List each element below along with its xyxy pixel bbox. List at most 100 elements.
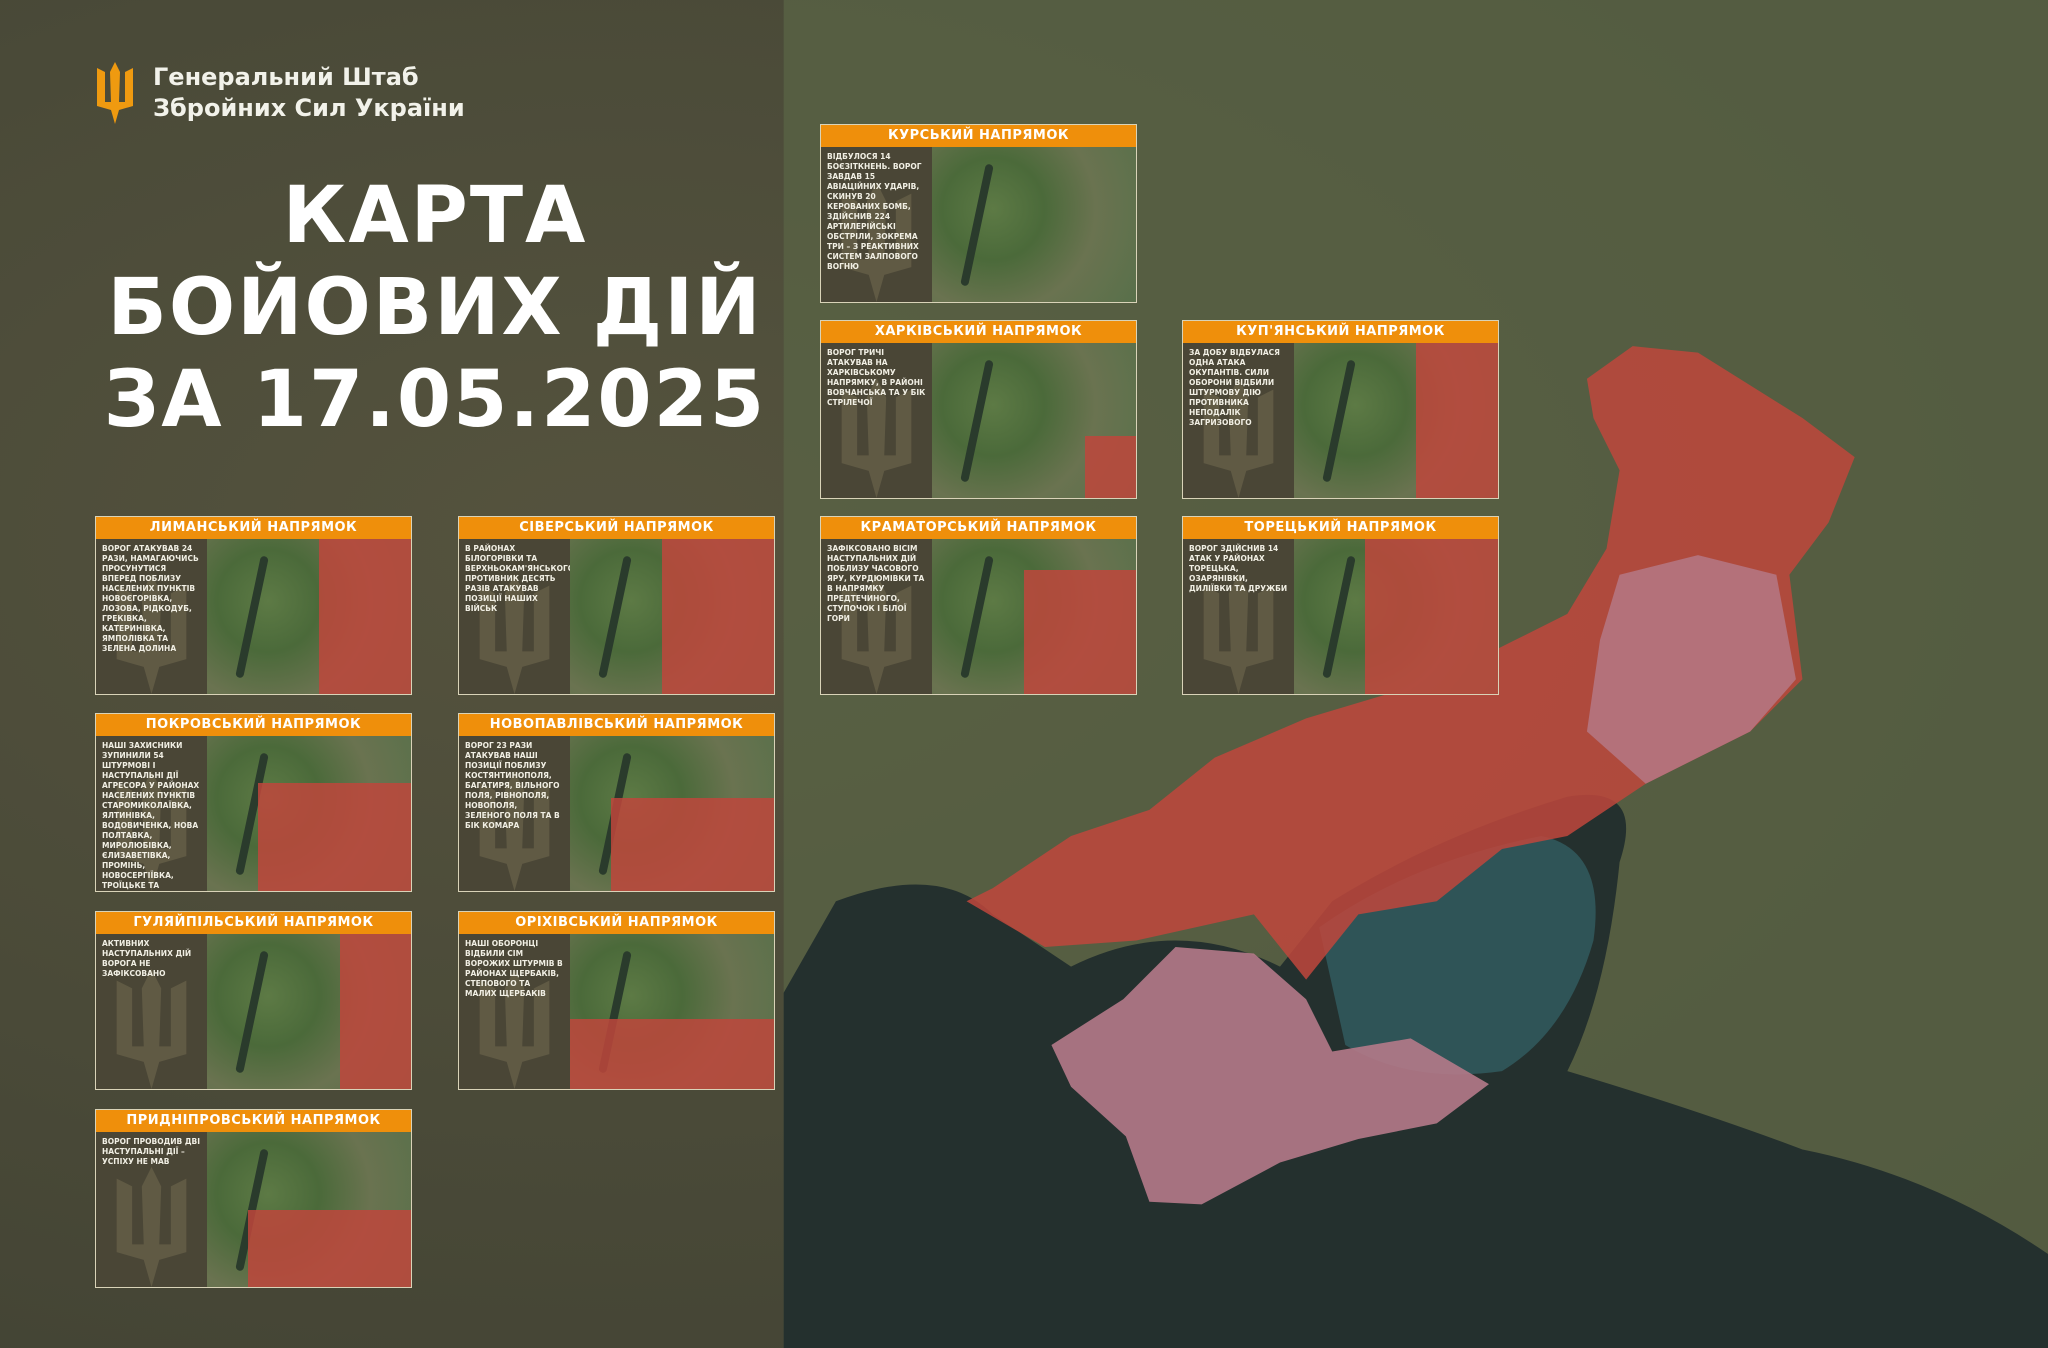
panel-text-column: Відбулося 14 боєзіткнень. Ворог завдав 1… xyxy=(821,147,932,302)
occupied-area xyxy=(319,539,411,694)
panel-text-column: За добу відбулася одна атака окупантів. … xyxy=(1183,343,1294,498)
occupied-pre2022-donbas xyxy=(1586,555,1796,784)
river xyxy=(959,555,994,678)
panel-title: КРАМАТОРСЬКИЙ НАПРЯМОК xyxy=(821,517,1136,539)
river xyxy=(959,359,994,482)
occupied-territory xyxy=(966,346,1855,980)
direction-panel: ТОРЕЦЬКИЙ НАПРЯМОК Ворог здійснив 14 ата… xyxy=(1182,516,1499,695)
occupied-area xyxy=(1023,570,1136,694)
panel-text-column: Ворог атакував 24 рази, намагаючись прос… xyxy=(96,539,207,694)
panel-map xyxy=(932,539,1136,694)
panel-map xyxy=(932,343,1136,498)
panel-summary: Наші оборонці відбили сім ворожих штурмі… xyxy=(465,939,563,998)
river xyxy=(234,555,269,678)
trident-watermark-icon xyxy=(841,574,912,694)
panel-title: ПОКРОВСЬКИЙ НАПРЯМОК xyxy=(96,714,411,736)
occupied-area xyxy=(247,1209,411,1287)
panel-title: ХАРКІВСЬКИЙ НАПРЯМОК xyxy=(821,321,1136,343)
trident-watermark-icon xyxy=(116,574,187,694)
occupied-area xyxy=(661,539,774,694)
trident-watermark-icon xyxy=(479,969,550,1089)
river xyxy=(234,950,269,1073)
panel-summary: Ворог здійснив 14 атак у районах Торецьк… xyxy=(1189,544,1288,593)
panel-text-column: Наші оборонці відбили сім ворожих штурмі… xyxy=(459,934,570,1089)
page-title: КАРТА БОЙОВИХ ДІЙ ЗА 17.05.2025 xyxy=(95,170,775,446)
panel-title: КУП'ЯНСЬКИЙ НАПРЯМОК xyxy=(1183,321,1498,343)
panel-map xyxy=(207,736,411,891)
trident-watermark-icon xyxy=(841,378,912,498)
occupied-area xyxy=(1416,343,1498,498)
river xyxy=(1321,555,1356,678)
title-line3: ЗА 17.05.2025 xyxy=(103,355,767,445)
panel-text-column: Ворог тричі атакував на Харківському нап… xyxy=(821,343,932,498)
panel-summary: Ворог 23 рази атакував наші позиції побл… xyxy=(465,741,560,830)
panel-summary: Наші захисники зупинили 54 штурмові і на… xyxy=(102,741,200,890)
trident-watermark-icon xyxy=(841,182,912,302)
occupied-crimea xyxy=(1051,946,1489,1205)
panel-title: ГУЛЯЙПІЛЬСЬКИЙ НАПРЯМОК xyxy=(96,912,411,934)
panel-summary: За добу відбулася одна атака окупантів. … xyxy=(1189,348,1280,427)
panel-text-column: Наші захисники зупинили 54 штурмові і на… xyxy=(96,736,207,891)
panel-summary: Ворог атакував 24 рази, намагаючись прос… xyxy=(102,544,199,653)
panel-map xyxy=(207,1132,411,1287)
river xyxy=(1321,359,1356,482)
panel-summary: В районах Білогорівки та Верхньокам'янсь… xyxy=(465,544,575,613)
direction-panel: ОРІХІВСЬКИЙ НАПРЯМОК Наші оборонці відби… xyxy=(458,911,775,1090)
direction-panel: ГУЛЯЙПІЛЬСЬКИЙ НАПРЯМОК Активних наступа… xyxy=(95,911,412,1090)
trident-watermark-icon xyxy=(479,574,550,694)
panel-summary: Відбулося 14 боєзіткнень. Ворог завдав 1… xyxy=(827,152,922,271)
direction-panel: ХАРКІВСЬКИЙ НАПРЯМОК Ворог тричі атакува… xyxy=(820,320,1137,499)
panel-summary: Ворог тричі атакував на Харківському нап… xyxy=(827,348,926,407)
panel-map xyxy=(1294,539,1498,694)
river xyxy=(959,163,994,286)
occupied-area xyxy=(339,934,411,1089)
direction-panel: ЛИМАНСЬКИЙ НАПРЯМОК Ворог атакував 24 ра… xyxy=(95,516,412,695)
direction-panel: СІВЕРСЬКИЙ НАПРЯМОК В районах Білогорівк… xyxy=(458,516,775,695)
panel-title: ПРИДНІПРОВСЬКИЙ НАПРЯМОК xyxy=(96,1110,411,1132)
panel-title: ОРІХІВСЬКИЙ НАПРЯМОК xyxy=(459,912,774,934)
panel-title: КУРСЬКИЙ НАПРЯМОК xyxy=(821,125,1136,147)
direction-panel: КРАМАТОРСЬКИЙ НАПРЯМОК Зафіксовано вісім… xyxy=(820,516,1137,695)
panel-summary: Зафіксовано вісім наступальних дій побли… xyxy=(827,544,925,623)
panel-map xyxy=(1294,343,1498,498)
panel-map xyxy=(932,147,1136,302)
org-name-line1: Генеральний Штаб xyxy=(153,63,419,91)
direction-panel: ПОКРОВСЬКИЙ НАПРЯМОК Наші захисники зупи… xyxy=(95,713,412,892)
panel-map xyxy=(570,736,774,891)
panel-text-column: Активних наступальних дій ворога не зафі… xyxy=(96,934,207,1089)
river xyxy=(597,555,632,678)
occupied-area xyxy=(258,782,411,891)
panel-text-column: Ворог 23 рази атакував наші позиції побл… xyxy=(459,736,570,891)
panel-title: ТОРЕЦЬКИЙ НАПРЯМОК xyxy=(1183,517,1498,539)
panel-title: ЛИМАНСЬКИЙ НАПРЯМОК xyxy=(96,517,411,539)
panel-map xyxy=(207,539,411,694)
occupied-area xyxy=(610,798,774,891)
direction-panel: КУРСЬКИЙ НАПРЯМОК Відбулося 14 боєзіткне… xyxy=(820,124,1137,303)
panel-map xyxy=(207,934,411,1089)
general-staff-logo: Генеральний Штаб Збройних Сил України xyxy=(95,62,465,124)
panel-text-column: Ворог здійснив 14 атак у районах Торецьк… xyxy=(1183,539,1294,694)
direction-panel: НОВОПАВЛІВСЬКИЙ НАПРЯМОК Ворог 23 рази а… xyxy=(458,713,775,892)
trident-watermark-icon xyxy=(479,771,550,891)
direction-panel: КУП'ЯНСЬКИЙ НАПРЯМОК За добу відбулася о… xyxy=(1182,320,1499,499)
trident-watermark-icon xyxy=(1203,378,1274,498)
direction-panel: ПРИДНІПРОВСЬКИЙ НАПРЯМОК Ворог проводив … xyxy=(95,1109,412,1288)
panel-text-column: Зафіксовано вісім наступальних дій побли… xyxy=(821,539,932,694)
panel-text-column: Ворог проводив дві наступальні дії – усп… xyxy=(96,1132,207,1287)
trident-watermark-icon xyxy=(1203,574,1274,694)
trident-icon xyxy=(97,62,133,124)
trident-watermark-icon xyxy=(116,1167,187,1287)
trident-watermark-icon xyxy=(116,969,187,1089)
panel-title: СІВЕРСЬКИЙ НАПРЯМОК xyxy=(459,517,774,539)
panel-summary: Ворог проводив дві наступальні дії – усп… xyxy=(102,1137,201,1166)
panel-summary: Активних наступальних дій ворога не зафі… xyxy=(102,939,192,978)
title-line1: КАРТА xyxy=(282,171,588,261)
trident-watermark-icon xyxy=(116,771,187,891)
org-name-line2: Збройних Сил України xyxy=(153,94,465,122)
panel-map xyxy=(570,539,774,694)
occupied-area xyxy=(1365,539,1498,694)
title-line2: БОЙОВИХ ДІЙ xyxy=(107,263,763,353)
panel-text-column: В районах Білогорівки та Верхньокам'янсь… xyxy=(459,539,574,694)
occupied-area xyxy=(570,1019,774,1089)
panel-title: НОВОПАВЛІВСЬКИЙ НАПРЯМОК xyxy=(459,714,774,736)
